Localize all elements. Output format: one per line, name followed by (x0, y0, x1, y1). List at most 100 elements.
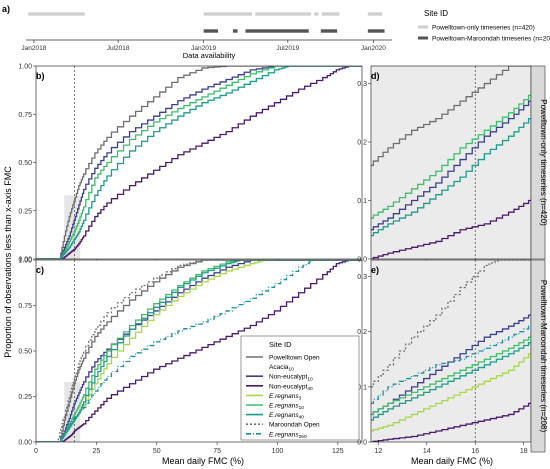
x-tick-label: 12 (374, 448, 382, 455)
x-axis-title-main: Mean daily FMC (%) (162, 456, 244, 466)
legend-c-item: Non-eucalypt40 (269, 383, 313, 392)
timeline-xlabel: Data availability (183, 51, 236, 60)
y-tick-label: 0.25 (18, 208, 32, 215)
series-line (36, 66, 362, 259)
panel-d-label: d) (371, 71, 380, 81)
availability-segment (232, 29, 238, 33)
y-tick-label: 0.2 (357, 329, 367, 336)
panel-d-plot: 0.0 0.1 0.2 0.3 (357, 65, 532, 264)
legend-a-item: Powelltown-only timeseries (n=420) (432, 25, 535, 32)
series-line (371, 94, 531, 219)
availability-segment (367, 12, 383, 16)
legend-a-title: Site ID (424, 9, 448, 18)
series-line (36, 66, 362, 259)
x-tick-label: 100 (272, 448, 284, 455)
availability-segment (28, 12, 85, 16)
y-tick-label: 0.3 (357, 81, 367, 88)
y-tick-label: 0.1 (357, 384, 367, 391)
availability-segment (320, 29, 338, 33)
y-tick-label: 0.50 (18, 349, 32, 356)
strip-e-label: Powelltown-Maroondah timeseries (n=208) (539, 280, 548, 433)
panel-a-timeline: Jan2018 Jul2018 Jan2019 Jul2019 Jan2020 Data … (21, 12, 392, 60)
panel-c-label: c) (36, 265, 44, 275)
availability-segment (203, 29, 219, 33)
series-line (371, 117, 531, 237)
legend-c-box (240, 335, 360, 441)
series-line (371, 66, 531, 167)
series-line (36, 260, 362, 442)
availability-segment (314, 12, 319, 16)
series-line (371, 402, 531, 442)
y-tick-label: 0.00 (18, 440, 32, 447)
series-line (36, 260, 362, 442)
x-tick-label: 125 (332, 448, 344, 455)
legend-c-item: Powelltown Open (269, 355, 320, 362)
series-line (371, 260, 531, 388)
x-tick-label: 14 (423, 448, 431, 455)
y-tick-label: 0.75 (18, 112, 32, 119)
y-tick-label: 0.3 (357, 274, 367, 281)
series-line (371, 336, 531, 416)
y-tick-label: 0.2 (357, 140, 367, 147)
availability-segment (321, 12, 340, 16)
strip-e-bg (530, 259, 546, 453)
y-tick-label: 0.00 (18, 257, 32, 264)
y-tick-label: 1.00 (18, 258, 32, 265)
series-line (36, 260, 362, 442)
series-line (371, 353, 531, 432)
series-line (36, 66, 362, 259)
series-line (36, 260, 362, 442)
x-tick-label: 75 (213, 448, 221, 455)
strip-d-label: Powelltown-only timeseries (n=420) (539, 99, 548, 226)
x-tick-label: 18 (520, 448, 528, 455)
series-line (371, 325, 531, 405)
timeline-tick-label: Jan2018 (21, 45, 46, 52)
y-tick-label: 0.0 (357, 440, 367, 447)
x-tick-label: 16 (471, 448, 479, 455)
series-line (36, 260, 362, 442)
timeline-tick-label: Jan2020 (361, 45, 386, 52)
panel-e-plot: 0.0 0.1 0.2 0.3 12 14 16 18 (357, 259, 532, 455)
legend-c-item: E.regnans3 (269, 393, 302, 402)
availability-segment (203, 12, 253, 16)
series-line (36, 66, 362, 259)
availability-segment (367, 29, 385, 33)
legend-c-item: Non-eucalypt10 (269, 374, 313, 383)
plot-background (36, 66, 362, 259)
legend-c-item: E.regnans260 (269, 431, 307, 440)
panel-e-label: e) (371, 265, 379, 275)
series-line (371, 342, 531, 421)
availability-segment (245, 29, 309, 33)
series-line (36, 260, 362, 442)
series-line (36, 66, 362, 259)
series-line (371, 100, 531, 231)
strip-d-bg (530, 65, 546, 260)
y-tick-label: 0.1 (357, 198, 367, 205)
legend-c-item: Acacia10 (269, 364, 294, 373)
timeline-tick-label: Jan2019 (191, 45, 216, 52)
timeline-tick-label: Jul2019 (276, 45, 299, 52)
legend-c-item: E.regnans40 (269, 412, 304, 421)
y-tick-label: 0.25 (18, 394, 32, 401)
panel-a-legend: Site ID Powelltown-only timeseries (n=420… (418, 9, 550, 43)
y-tick-label: 0.50 (18, 160, 32, 167)
plot-background (371, 66, 531, 259)
panel-a-label: a) (2, 4, 10, 14)
y-tick-label: 0.0 (357, 257, 367, 264)
legend-c-title: Site ID (269, 340, 292, 349)
legend-c-item: Maroondah Open (269, 422, 320, 429)
legend-a-item: Powelltown-Maroondah timeseries (n=208) (432, 36, 550, 43)
legend-c-item: E.regnans10 (269, 403, 304, 412)
y-tick-label: 1.00 (18, 64, 32, 71)
series-line (371, 199, 531, 259)
panel-b-label: b) (36, 71, 45, 81)
availability-segment (255, 12, 312, 16)
timeline-tick-label: Jul2018 (107, 45, 130, 52)
panel-b-plot: 0.00 0.25 0.50 0.75 1.00 (18, 64, 363, 264)
x-tick-label: 0 (34, 448, 38, 455)
y-tick-label: 0.75 (18, 303, 32, 310)
y-axis-title: Proportion of observations less than x-a… (3, 166, 13, 358)
x-tick-label: 50 (153, 448, 161, 455)
